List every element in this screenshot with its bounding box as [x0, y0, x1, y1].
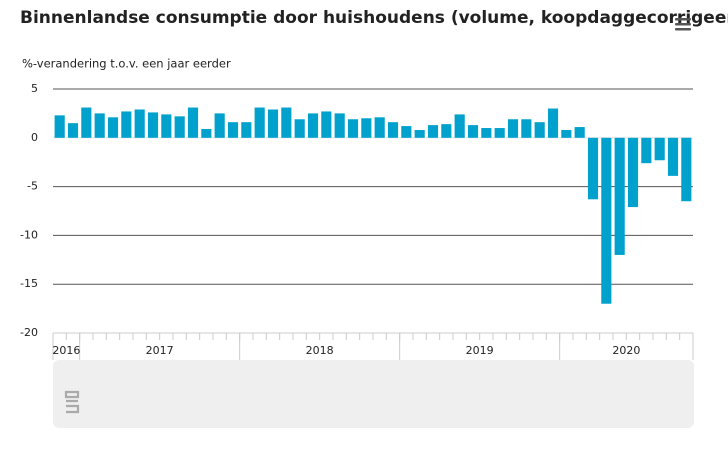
y-tick-label: -10: [20, 228, 38, 241]
x-tick-label: 2016: [52, 344, 80, 357]
bar: [54, 115, 65, 138]
bar: [481, 128, 492, 138]
bar: [574, 127, 585, 138]
bar: [281, 107, 292, 138]
bar: [334, 113, 345, 138]
bar: [201, 129, 212, 138]
bar: [467, 125, 479, 138]
y-tick-label: -15: [20, 277, 38, 290]
menu-button[interactable]: [672, 14, 694, 34]
bar: [214, 113, 225, 138]
bar: [107, 117, 119, 138]
bar: [547, 108, 559, 138]
bar: [267, 109, 279, 138]
bar: [414, 129, 425, 138]
menu-bar: [675, 18, 691, 21]
bar: [187, 107, 199, 138]
chart-title: Binnenlandse consumptie door huishoudens…: [20, 8, 728, 28]
bar: [654, 137, 665, 161]
y-tick-label: 0: [31, 131, 38, 144]
bar: [121, 111, 132, 138]
bar: [454, 114, 465, 138]
bar: [254, 107, 265, 138]
logo-shape: [64, 390, 80, 414]
title-line: Binnenlandse consumptie door huishoudens…: [20, 8, 728, 28]
bar: [601, 137, 612, 304]
bar: [401, 126, 412, 138]
bar: [614, 137, 625, 255]
x-tick-label: 2017: [146, 344, 174, 357]
bar: [241, 122, 252, 138]
bar: [347, 119, 359, 138]
y-tick-label: -5: [27, 180, 38, 193]
x-tick-label: 2018: [306, 344, 334, 357]
bar: [294, 119, 305, 138]
bar: [587, 137, 599, 200]
bar: [81, 107, 92, 138]
bar: [507, 119, 519, 138]
bar: [627, 137, 639, 208]
bar: [374, 117, 385, 138]
bar: [161, 114, 172, 138]
bar: [361, 118, 372, 138]
bar: [521, 119, 532, 138]
bar: [307, 113, 319, 138]
bar: [67, 123, 79, 138]
chart-subtitle: %-verandering t.o.v. een jaar eerder: [22, 57, 231, 71]
footer-panel: [53, 360, 694, 428]
menu-bar: [675, 28, 691, 31]
x-tick-label: 2020: [612, 344, 640, 357]
bar: [427, 125, 439, 138]
bar: [387, 122, 399, 138]
bar: [441, 124, 452, 138]
bar: [227, 122, 239, 138]
bar: [561, 129, 572, 138]
bar: [147, 112, 159, 138]
x-tick-label: 2019: [466, 344, 494, 357]
cbs-logo: [64, 390, 80, 414]
bar: [494, 128, 505, 138]
bar: [681, 137, 692, 202]
bar: [94, 113, 105, 138]
menu-bar: [675, 23, 691, 26]
bar: [134, 109, 145, 138]
bar: [641, 137, 652, 164]
y-tick-label: -20: [20, 326, 38, 339]
y-tick-label: 5: [31, 82, 38, 95]
bar: [174, 116, 185, 138]
bar: [321, 111, 332, 138]
bar: [667, 137, 679, 176]
bar: [534, 122, 545, 138]
